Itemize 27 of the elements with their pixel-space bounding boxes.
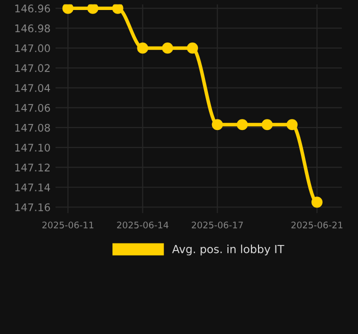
point <box>87 4 98 14</box>
x-tick-label: 2025-06-11 <box>42 222 94 228</box>
y-tick-label: 146.96 <box>15 4 50 12</box>
x-tick-label: 2025-06-14 <box>117 222 168 228</box>
point <box>311 196 323 208</box>
point <box>62 4 74 14</box>
y-tick-label: 147.12 <box>15 164 50 172</box>
point <box>137 42 148 54</box>
y-tick-label: 147.02 <box>15 64 50 72</box>
point <box>212 119 223 130</box>
y-tick-label: 147.00 <box>15 44 50 52</box>
point <box>162 42 174 54</box>
y-tick-label: 146.98 <box>15 24 50 32</box>
y-tick-label: 147.04 <box>15 84 50 92</box>
legend-label: Avg. pos. in lobby IT <box>172 244 284 256</box>
y-tick-label: 147.08 <box>15 124 50 132</box>
point <box>286 119 298 130</box>
y-tick-label: 147.16 <box>15 203 50 212</box>
y-tick-label: 147.10 <box>15 144 50 152</box>
y-tick-label: 147.14 <box>15 184 50 192</box>
point <box>236 119 248 130</box>
point <box>112 4 124 14</box>
point <box>262 119 273 130</box>
point <box>186 42 198 54</box>
y-tick-label: 147.06 <box>15 104 50 112</box>
x-tick-label: 2025-06-17 <box>192 222 243 228</box>
x-tick-label: 2025-06-21 <box>291 222 342 228</box>
